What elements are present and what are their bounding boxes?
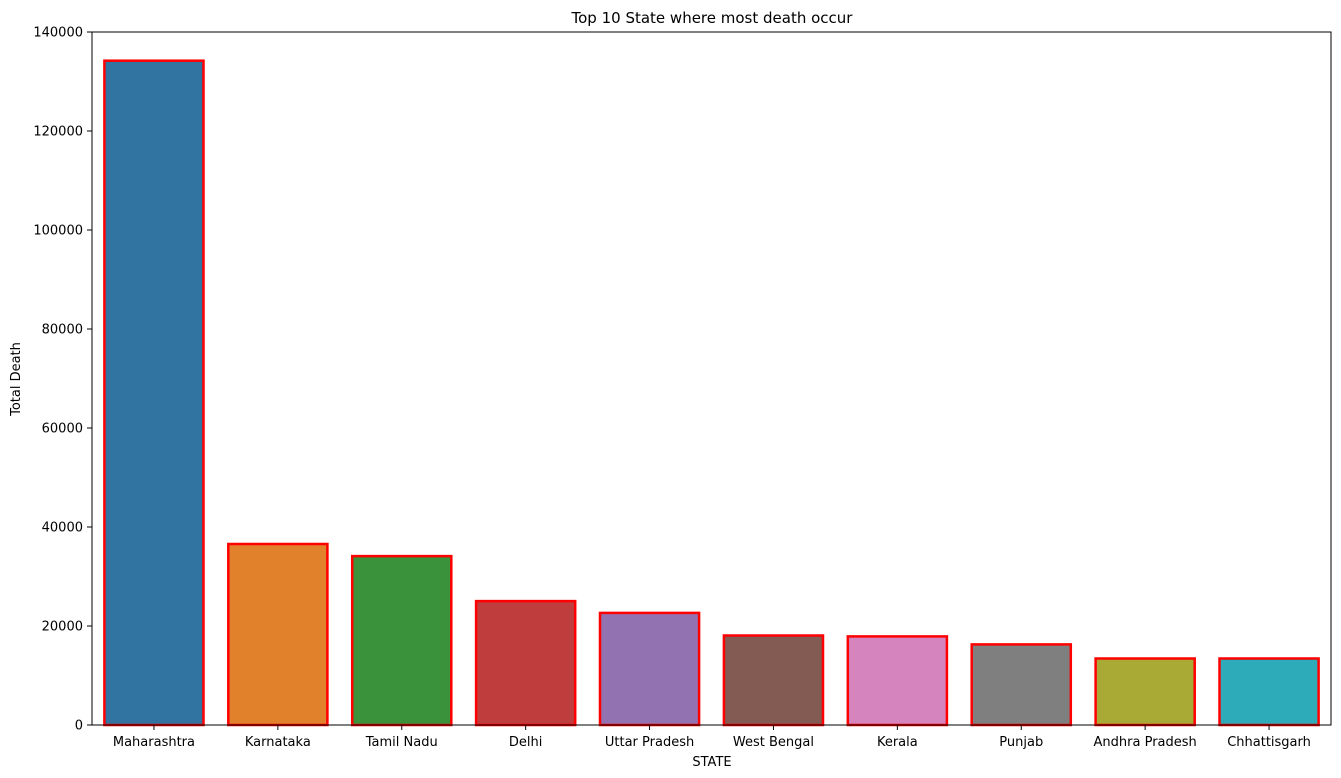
bar-west-bengal: [722, 634, 825, 727]
x-axis-title: STATE: [692, 755, 731, 770]
x-tick-label: Karnataka: [245, 735, 311, 750]
x-tick-label: Punjab: [999, 735, 1043, 750]
bar-kerala: [846, 635, 949, 727]
y-axis-ticks: 0 20000 40000 60000 80000 100000 120000 140000: [33, 26, 92, 734]
x-tick-label: West Bengal: [733, 735, 814, 750]
bar-uttar-pradesh: [598, 611, 701, 727]
x-tick-label: Andhra Pradesh: [1094, 735, 1197, 750]
y-tick-label: 120000: [33, 125, 83, 140]
x-tick-label: Maharashtra: [113, 735, 195, 750]
y-tick-label: 60000: [42, 422, 83, 437]
x-tick-label: Kerala: [877, 735, 918, 750]
x-tick-label: Uttar Pradesh: [605, 735, 694, 750]
bar-karnataka: [227, 542, 329, 727]
y-tick-label: 140000: [33, 26, 83, 41]
chart-title: Top 10 State where most death occur: [571, 9, 854, 27]
x-tick-label: Tamil Nadu: [365, 735, 438, 750]
bar-punjab: [970, 643, 1073, 727]
bar-chhattisgarh: [1218, 657, 1320, 727]
y-tick-label: 0: [75, 719, 83, 734]
y-axis-title: Total Death: [9, 342, 24, 417]
bar-andhra-pradesh: [1094, 657, 1196, 727]
bar-maharashtra: [103, 59, 205, 727]
bar-tamil-nadu: [350, 554, 453, 727]
x-tick-label: Delhi: [509, 735, 542, 750]
y-tick-label: 40000: [42, 521, 83, 536]
bar-delhi: [474, 599, 577, 727]
y-tick-label: 20000: [42, 620, 83, 635]
y-tick-label: 80000: [42, 323, 83, 338]
bars-group: [103, 59, 1320, 727]
x-tick-label: Chhattisgarh: [1227, 735, 1311, 750]
plot-frame: [91, 31, 1332, 726]
y-tick-label: 100000: [33, 224, 83, 239]
x-axis-ticks: Maharashtra Karnataka Tamil Nadu Delhi Uttar…: [113, 725, 1311, 750]
